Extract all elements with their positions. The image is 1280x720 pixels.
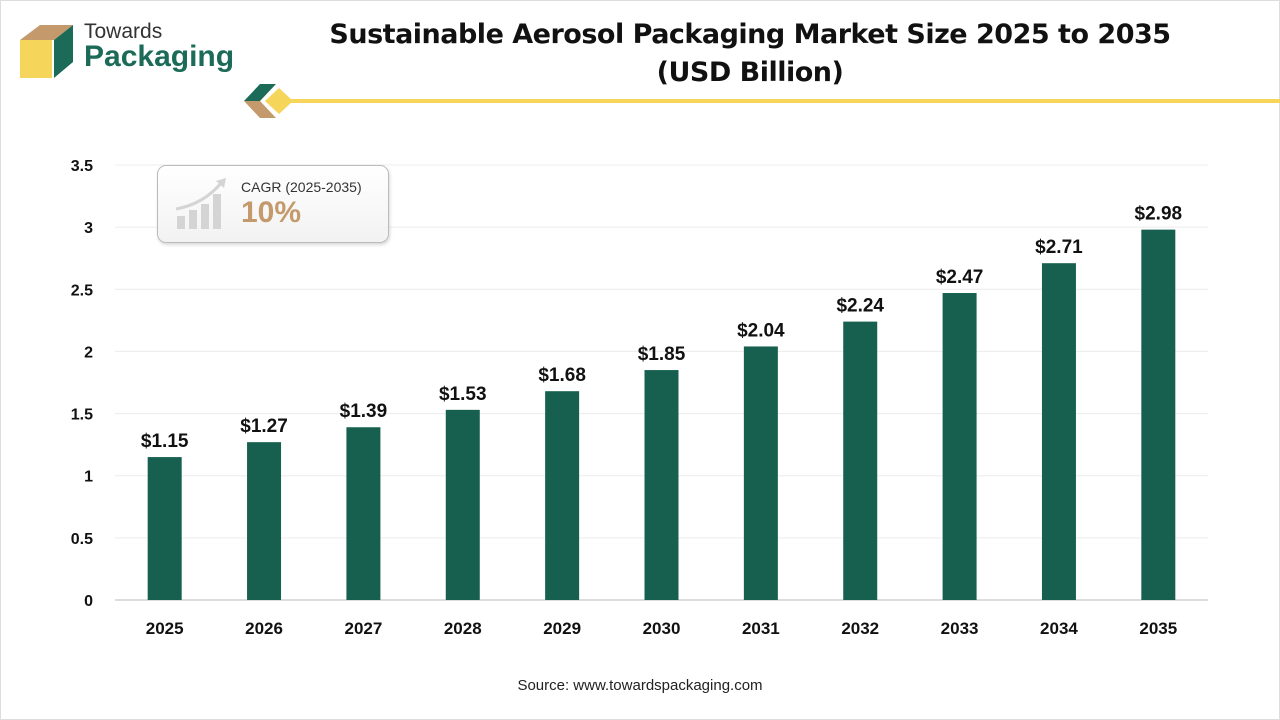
data-label: $2.47 xyxy=(936,267,984,288)
data-label: $1.53 xyxy=(439,384,487,405)
bar xyxy=(1141,229,1176,600)
data-label: $2.71 xyxy=(1035,237,1083,258)
y-tick-label: 1.5 xyxy=(71,407,93,424)
y-tick-label: 3.5 xyxy=(71,158,93,175)
title-divider-icon xyxy=(244,84,1280,118)
y-tick-label: 3 xyxy=(84,220,93,237)
data-label: $2.04 xyxy=(737,320,785,341)
data-label: $1.85 xyxy=(638,344,686,365)
x-tick-label: 2035 xyxy=(1139,619,1177,638)
bar xyxy=(445,409,480,600)
bar xyxy=(1041,263,1076,600)
x-tick-label: 2028 xyxy=(444,619,482,638)
y-tick-label: 0.5 xyxy=(71,531,93,548)
data-label: $1.68 xyxy=(538,365,586,386)
x-tick-label: 2034 xyxy=(1040,619,1078,638)
bar xyxy=(147,457,182,600)
x-tick-label: 2026 xyxy=(245,619,283,638)
brand-name-line2: Packaging xyxy=(84,40,235,73)
x-tick-label: 2033 xyxy=(941,619,979,638)
cagr-value: 10% xyxy=(241,196,302,229)
y-tick-label: 1 xyxy=(84,469,93,486)
data-label: $2.98 xyxy=(1135,204,1183,225)
source-text: Source: www.towardspackaging.com xyxy=(517,677,763,694)
x-tick-label: 2029 xyxy=(543,619,581,638)
bar xyxy=(346,427,381,600)
chart-title: Sustainable Aerosol Packaging Market Siz… xyxy=(300,16,1200,92)
subtitle-text: (USD Billion) xyxy=(656,57,844,88)
y-tick-label: 2 xyxy=(84,344,93,361)
y-tick-label: 0 xyxy=(84,593,93,610)
bar xyxy=(247,442,282,600)
data-label: $1.27 xyxy=(240,416,288,437)
title-text: Sustainable Aerosol Packaging Market Siz… xyxy=(329,19,1171,50)
x-tick-label: 2030 xyxy=(643,619,681,638)
bar xyxy=(545,391,580,600)
data-label: $1.39 xyxy=(340,401,388,422)
x-tick-label: 2027 xyxy=(344,619,382,638)
x-tick-label: 2032 xyxy=(841,619,879,638)
x-tick-label: 2031 xyxy=(742,619,780,638)
x-tick-label: 2025 xyxy=(146,619,184,638)
brand-logo-icon xyxy=(20,25,73,78)
y-tick-label: 2.5 xyxy=(71,282,93,299)
data-label: $2.24 xyxy=(836,296,884,317)
bar xyxy=(743,346,778,600)
cagr-box: CAGR (2025-2035) 10% xyxy=(157,165,389,243)
growth-chart-icon xyxy=(175,178,226,229)
data-label: $1.15 xyxy=(141,431,189,452)
bar xyxy=(942,293,977,600)
bar xyxy=(843,321,878,600)
cagr-label: CAGR (2025-2035) xyxy=(241,179,362,195)
brand-name-line1: Towards xyxy=(84,20,163,43)
bar xyxy=(644,370,679,600)
